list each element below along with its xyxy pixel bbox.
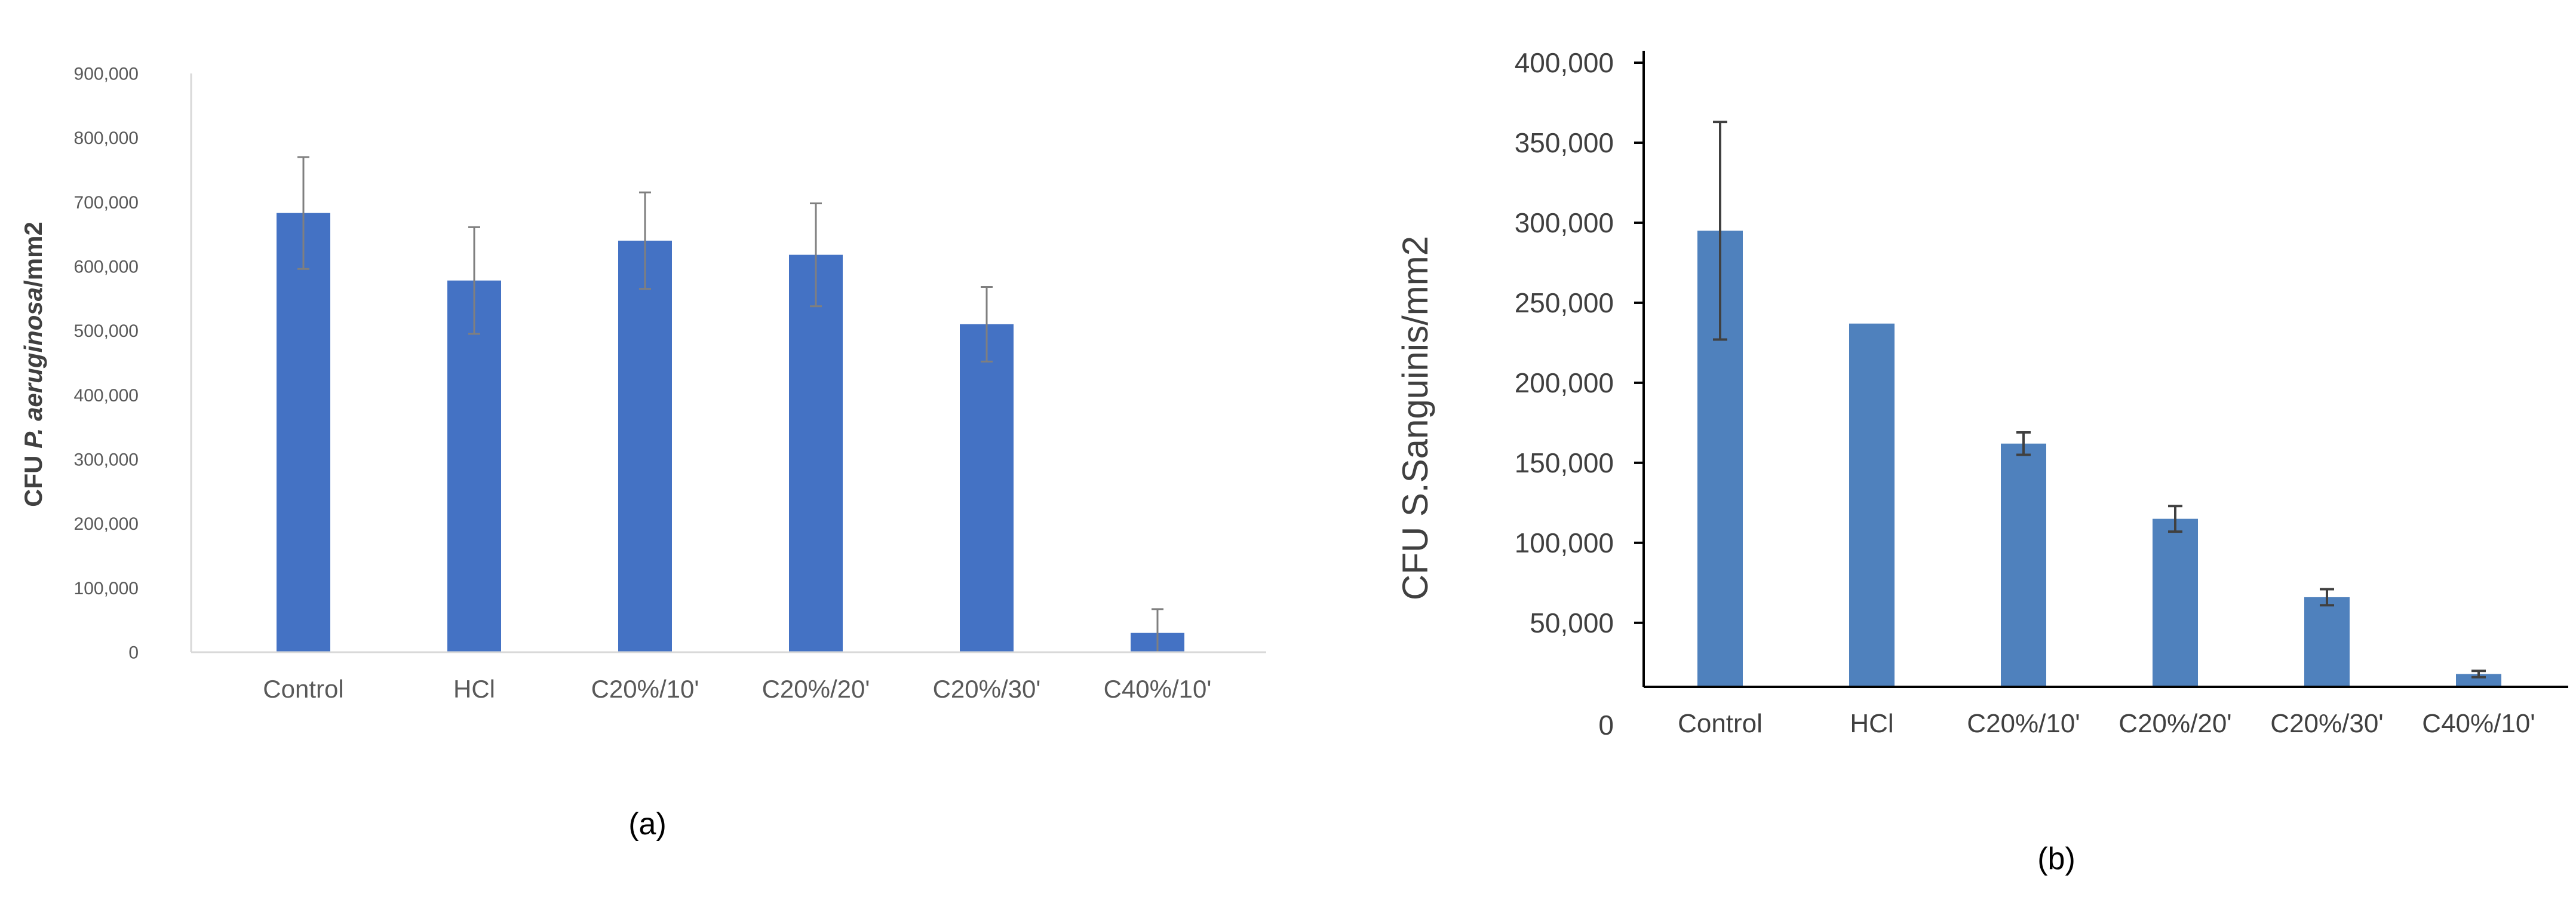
chart-a-y-tick-label: 400,000 xyxy=(74,386,139,406)
chart-b-bar xyxy=(2153,518,2198,687)
chart-a-y-tick-label: 900,000 xyxy=(74,65,139,84)
chart-a-y-tick-label: 700,000 xyxy=(74,193,139,213)
chart-b-x-tick-label: C20%/10' xyxy=(1967,709,2080,738)
chart-a-y-tick-label: 0 xyxy=(128,643,139,663)
chart-a-bar xyxy=(789,254,843,652)
chart-a-bar xyxy=(277,213,330,652)
chart-a-y-tick-label: 200,000 xyxy=(74,514,139,534)
chart-b-bar xyxy=(1849,323,1895,687)
chart-b-x-tick-label: C20%/20' xyxy=(2118,709,2231,738)
chart-b-error-bars xyxy=(1713,121,2486,678)
chart-a-x-tick-label: C20%/20' xyxy=(762,675,870,703)
chart-a-x-tick-label: C40%/10' xyxy=(1104,675,1212,703)
chart-a-y-axis-title-organism: P. aeruginosa xyxy=(19,287,47,449)
chart-b-y-tick-label: 50,000 xyxy=(1530,607,1614,638)
chart-b-y-tick-labels: 0 50,000 100,000 150,000 200,000 250,000 300,0… xyxy=(1515,47,1644,741)
chart-b: 0 50,000 100,000 150,000 200,000 250,000 300,0… xyxy=(1395,47,2568,876)
chart-b-y-tick-label: 400,000 xyxy=(1515,47,1614,78)
chart-a-x-tick-labels: Control HCl C20%/10' C20%/20' C20%/30' C40%/1… xyxy=(263,675,1211,703)
chart-a: 0 100,000 200,000 300,000 400,000 500,000 600,… xyxy=(19,65,1266,842)
chart-b-y-tick-label: 200,000 xyxy=(1515,367,1614,398)
chart-a-y-tick-label: 600,000 xyxy=(74,257,139,277)
chart-a-y-tick-label: 800,000 xyxy=(74,128,139,148)
chart-b-bar xyxy=(2304,597,2350,687)
chart-b-bar xyxy=(2456,674,2501,687)
chart-a-x-tick-label: C20%/10' xyxy=(591,675,699,703)
chart-a-x-tick-label: HCl xyxy=(453,675,495,703)
chart-a-y-axis-title-prefix: CFU xyxy=(19,449,47,507)
chart-b-x-tick-label: Control xyxy=(1678,709,1763,738)
chart-b-y-tick-label: 250,000 xyxy=(1515,287,1614,318)
chart-b-y-tick-label: 350,000 xyxy=(1515,127,1614,158)
panel-b-label: (b) xyxy=(2037,842,2075,876)
chart-a-bars xyxy=(277,213,1184,653)
chart-a-y-axis-title: CFU P. aeruginosa/mm2 xyxy=(19,222,47,507)
chart-a-bar xyxy=(618,240,672,652)
chart-b-x-tick-label: C40%/10' xyxy=(2422,709,2535,738)
chart-a-y-tick-label: 300,000 xyxy=(74,450,139,470)
chart-b-y-tick-label: 300,000 xyxy=(1515,207,1614,238)
chart-a-error-bars xyxy=(297,156,1163,653)
chart-a-y-axis-title-suffix: /mm2 xyxy=(19,222,47,287)
chart-b-y-tick-label: 100,000 xyxy=(1515,527,1614,558)
chart-a-y-tick-labels: 0 100,000 200,000 300,000 400,000 500,000 600,… xyxy=(74,65,139,663)
chart-b-y-axis-title: CFU S.Sanguinis/mm2 xyxy=(1395,236,1435,600)
panel-a-label: (a) xyxy=(628,807,667,842)
chart-a-x-tick-label: Control xyxy=(263,675,343,703)
chart-b-bars xyxy=(1697,231,2501,687)
chart-a-y-tick-label: 100,000 xyxy=(74,579,139,598)
chart-a-y-tick-label: 500,000 xyxy=(74,321,139,341)
chart-b-y-tick-label: 150,000 xyxy=(1515,447,1614,478)
chart-a-bar xyxy=(960,324,1014,652)
chart-a-bar xyxy=(447,280,501,653)
chart-b-x-tick-label: HCl xyxy=(1850,709,1893,738)
chart-b-x-tick-labels: Control HCl C20%/10' C20%/20' C20%/30' C40%/1… xyxy=(1678,709,2535,738)
chart-b-bar xyxy=(2001,443,2046,687)
chart-b-x-tick-label: C20%/30' xyxy=(2270,709,2383,738)
chart-b-y-tick-label: 0 xyxy=(1598,710,1614,741)
chart-a-x-tick-label: C20%/30' xyxy=(933,675,1041,703)
